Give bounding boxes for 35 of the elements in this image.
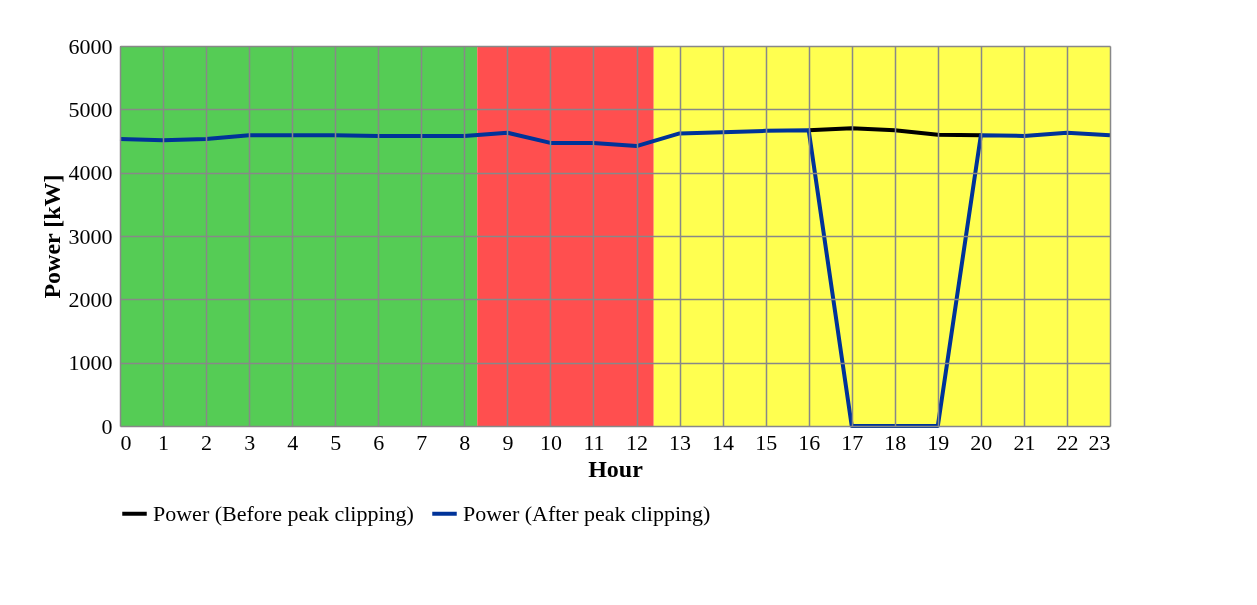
x-tick-label: 18 [884,429,907,455]
x-tick-label: 15 [755,429,778,455]
x-tick-label: 10 [539,429,562,455]
x-tick-label: 12 [626,429,649,455]
legend-label: Power (Before peak clipping) [153,500,414,526]
x-tick-label: 5 [330,429,342,455]
x-tick-label: 11 [583,429,605,455]
y-tick-label: 2000 [68,286,113,312]
x-tick-label: 23 [1088,429,1111,455]
x-tick-label: 21 [1013,429,1036,455]
x-tick-label: 4 [287,429,299,455]
x-tick-label: 0 [120,429,132,455]
y-tick-label: 4000 [68,160,113,186]
y-tick-label: 5000 [68,96,113,122]
x-tick-label: 20 [970,429,993,455]
x-tick-label: 17 [841,429,864,455]
x-tick-label: 7 [416,429,428,455]
x-tick-label: 13 [669,429,692,455]
x-tick-label: 1 [158,429,170,455]
y-axis-title: Power [kW] [38,174,65,299]
y-tick-label: 0 [101,413,113,439]
x-tick-label: 9 [502,429,514,455]
x-tick-label: 6 [373,429,385,455]
legend-label: Power (After peak clipping) [463,500,711,526]
x-tick-label: 16 [798,429,821,455]
x-tick-label: 19 [927,429,950,455]
x-tick-label: 2 [201,429,213,455]
y-tick-label: 3000 [68,223,113,249]
y-tick-label: 6000 [68,33,113,59]
x-tick-label: 22 [1056,429,1079,455]
x-tick-label: 8 [459,429,471,455]
x-tick-label: 14 [712,429,735,455]
y-tick-label: 1000 [68,350,113,376]
x-tick-label: 3 [244,429,256,455]
x-axis-title: Hour [588,455,644,482]
